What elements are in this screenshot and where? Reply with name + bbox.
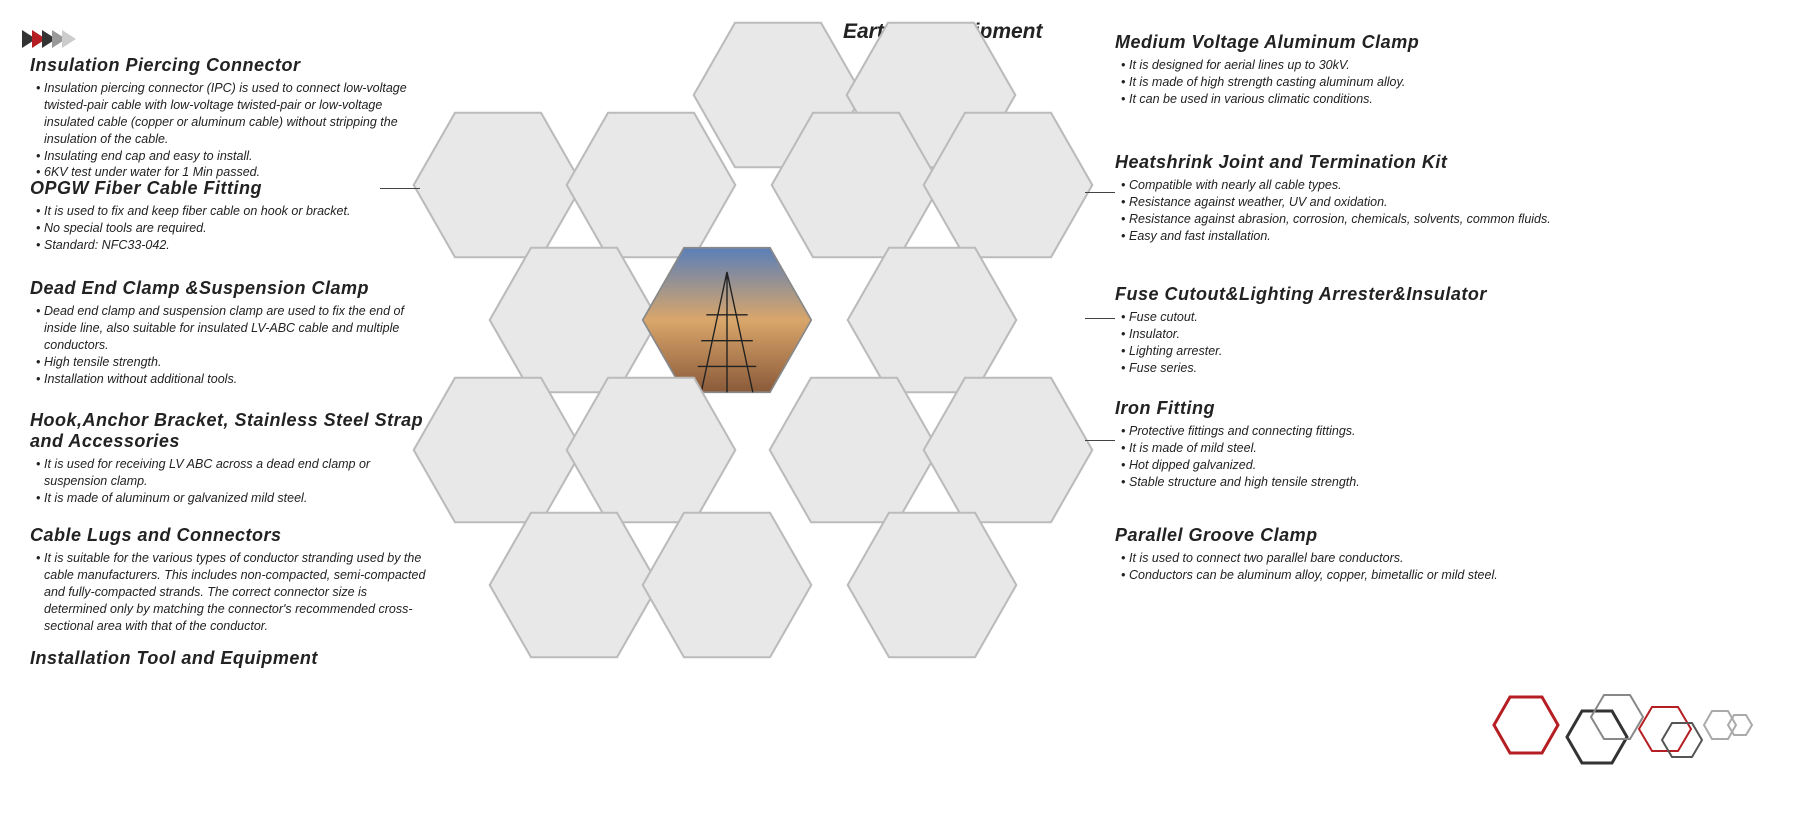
bullet-item: High tensile strength. xyxy=(36,354,430,371)
bullet-list: It is designed for aerial lines up to 30… xyxy=(1115,57,1555,108)
section-right-3: Iron Fitting Protective fittings and conn… xyxy=(1115,398,1555,491)
section-left-3: Hook,Anchor Bracket, Stainless Steel Str… xyxy=(30,410,430,507)
product-hexagon-12 xyxy=(922,375,1094,525)
bullet-item: It is designed for aerial lines up to 30… xyxy=(1121,57,1555,74)
product-hexagon-3 xyxy=(565,110,737,260)
product-hexagon-9 xyxy=(412,375,584,525)
connector-line xyxy=(1085,318,1115,319)
bullet-item: Standard: NFC33-042. xyxy=(36,237,430,254)
arrow-decoration xyxy=(22,30,72,53)
section-title: Fuse Cutout&Lighting Arrester&Insulator xyxy=(1115,284,1555,305)
bullet-item: Conductors can be aluminum alloy, copper… xyxy=(1121,567,1555,584)
bullet-item: Lighting arrester. xyxy=(1121,343,1555,360)
bullet-item: It can be used in various climatic condi… xyxy=(1121,91,1555,108)
connector-line xyxy=(380,188,420,189)
bullet-item: Resistance against abrasion, corrosion, … xyxy=(1121,211,1555,228)
bullet-item: It is used to fix and keep fiber cable o… xyxy=(36,203,430,220)
section-title: Medium Voltage Aluminum Clamp xyxy=(1115,32,1555,53)
earthing-equipment-title: Earthing Equipment xyxy=(843,20,1043,44)
product-hexagon-13 xyxy=(488,510,660,660)
bullet-item: Stable structure and high tensile streng… xyxy=(1121,474,1555,491)
section-right-2: Fuse Cutout&Lighting Arrester&Insulator F… xyxy=(1115,284,1555,377)
section-title: Dead End Clamp &Suspension Clamp xyxy=(30,278,430,299)
section-right-4: Parallel Groove Clamp It is used to conne… xyxy=(1115,525,1555,584)
bullet-list: Fuse cutout.Insulator.Lighting arrester.… xyxy=(1115,309,1555,377)
bullet-item: It is used for receiving LV ABC across a… xyxy=(36,456,430,490)
product-hexagon-4 xyxy=(770,110,942,260)
product-hexagon-6 xyxy=(488,245,660,395)
product-hexagon-10 xyxy=(565,375,737,525)
bullet-item: It is suitable for the various types of … xyxy=(36,550,430,634)
bullet-item: Insulating end cap and easy to install. xyxy=(36,148,430,165)
bullet-list: It is used for receiving LV ABC across a… xyxy=(30,456,430,507)
product-hexagon-2 xyxy=(412,110,584,260)
bullet-list: It is used to fix and keep fiber cable o… xyxy=(30,203,430,254)
bullet-item: Installation without additional tools. xyxy=(36,371,430,388)
product-hexagon-0 xyxy=(692,20,864,170)
section-left-0: Insulation Piercing Connector Insulation … xyxy=(30,55,430,181)
section-right-0: Medium Voltage Aluminum Clamp It is desig… xyxy=(1115,32,1555,108)
decorative-hexagons xyxy=(1472,677,1772,797)
bullet-item: No special tools are required. xyxy=(36,220,430,237)
bullet-list: Dead end clamp and suspension clamp are … xyxy=(30,303,430,387)
bullet-item: Hot dipped galvanized. xyxy=(1121,457,1555,474)
section-title: Iron Fitting xyxy=(1115,398,1555,419)
bullet-item: Protective fittings and connecting fitti… xyxy=(1121,423,1555,440)
section-left-1: OPGW Fiber Cable Fitting It is used to fi… xyxy=(30,178,430,254)
section-title: Heatshrink Joint and Termination Kit xyxy=(1115,152,1555,173)
bullet-item: Fuse series. xyxy=(1121,360,1555,377)
bullet-item: Insulation piercing connector (IPC) is u… xyxy=(36,80,430,148)
section-left-2: Dead End Clamp &Suspension Clamp Dead end… xyxy=(30,278,430,387)
connector-line xyxy=(1085,440,1115,441)
section-left-4: Cable Lugs and Connectors It is suitable … xyxy=(30,525,430,634)
bullet-item: Easy and fast installation. xyxy=(1121,228,1555,245)
section-title: Cable Lugs and Connectors xyxy=(30,525,430,546)
section-title: Insulation Piercing Connector xyxy=(30,55,430,76)
product-hexagon-14 xyxy=(641,510,813,660)
product-hexagon-11 xyxy=(768,375,940,525)
bullet-item: Compatible with nearly all cable types. xyxy=(1121,177,1555,194)
bullet-list: It is suitable for the various types of … xyxy=(30,550,430,634)
bullet-item: It is made of aluminum or galvanized mil… xyxy=(36,490,430,507)
bullet-list: Protective fittings and connecting fitti… xyxy=(1115,423,1555,491)
section-title: OPGW Fiber Cable Fitting xyxy=(30,178,430,199)
bullet-item: Resistance against weather, UV and oxida… xyxy=(1121,194,1555,211)
bullet-item: Fuse cutout. xyxy=(1121,309,1555,326)
product-hexagon-7 xyxy=(641,245,813,395)
product-hexagon-8 xyxy=(846,245,1018,395)
product-hexagon-15 xyxy=(846,510,1018,660)
section-title: Hook,Anchor Bracket, Stainless Steel Str… xyxy=(30,410,430,452)
section-title: Parallel Groove Clamp xyxy=(1115,525,1555,546)
bullet-item: Insulator. xyxy=(1121,326,1555,343)
bullet-list: It is used to connect two parallel bare … xyxy=(1115,550,1555,584)
bullet-item: It is used to connect two parallel bare … xyxy=(1121,550,1555,567)
section-left-5: Installation Tool and Equipment xyxy=(30,648,430,669)
bullet-item: It is made of high strength casting alum… xyxy=(1121,74,1555,91)
product-hexagon-5 xyxy=(922,110,1094,260)
bullet-list: Insulation piercing connector (IPC) is u… xyxy=(30,80,430,181)
bullet-list: Compatible with nearly all cable types.R… xyxy=(1115,177,1555,245)
connector-line xyxy=(1085,192,1115,193)
section-right-1: Heatshrink Joint and Termination Kit Comp… xyxy=(1115,152,1555,245)
section-title: Installation Tool and Equipment xyxy=(30,648,430,669)
bullet-item: Dead end clamp and suspension clamp are … xyxy=(36,303,430,354)
bullet-item: It is made of mild steel. xyxy=(1121,440,1555,457)
